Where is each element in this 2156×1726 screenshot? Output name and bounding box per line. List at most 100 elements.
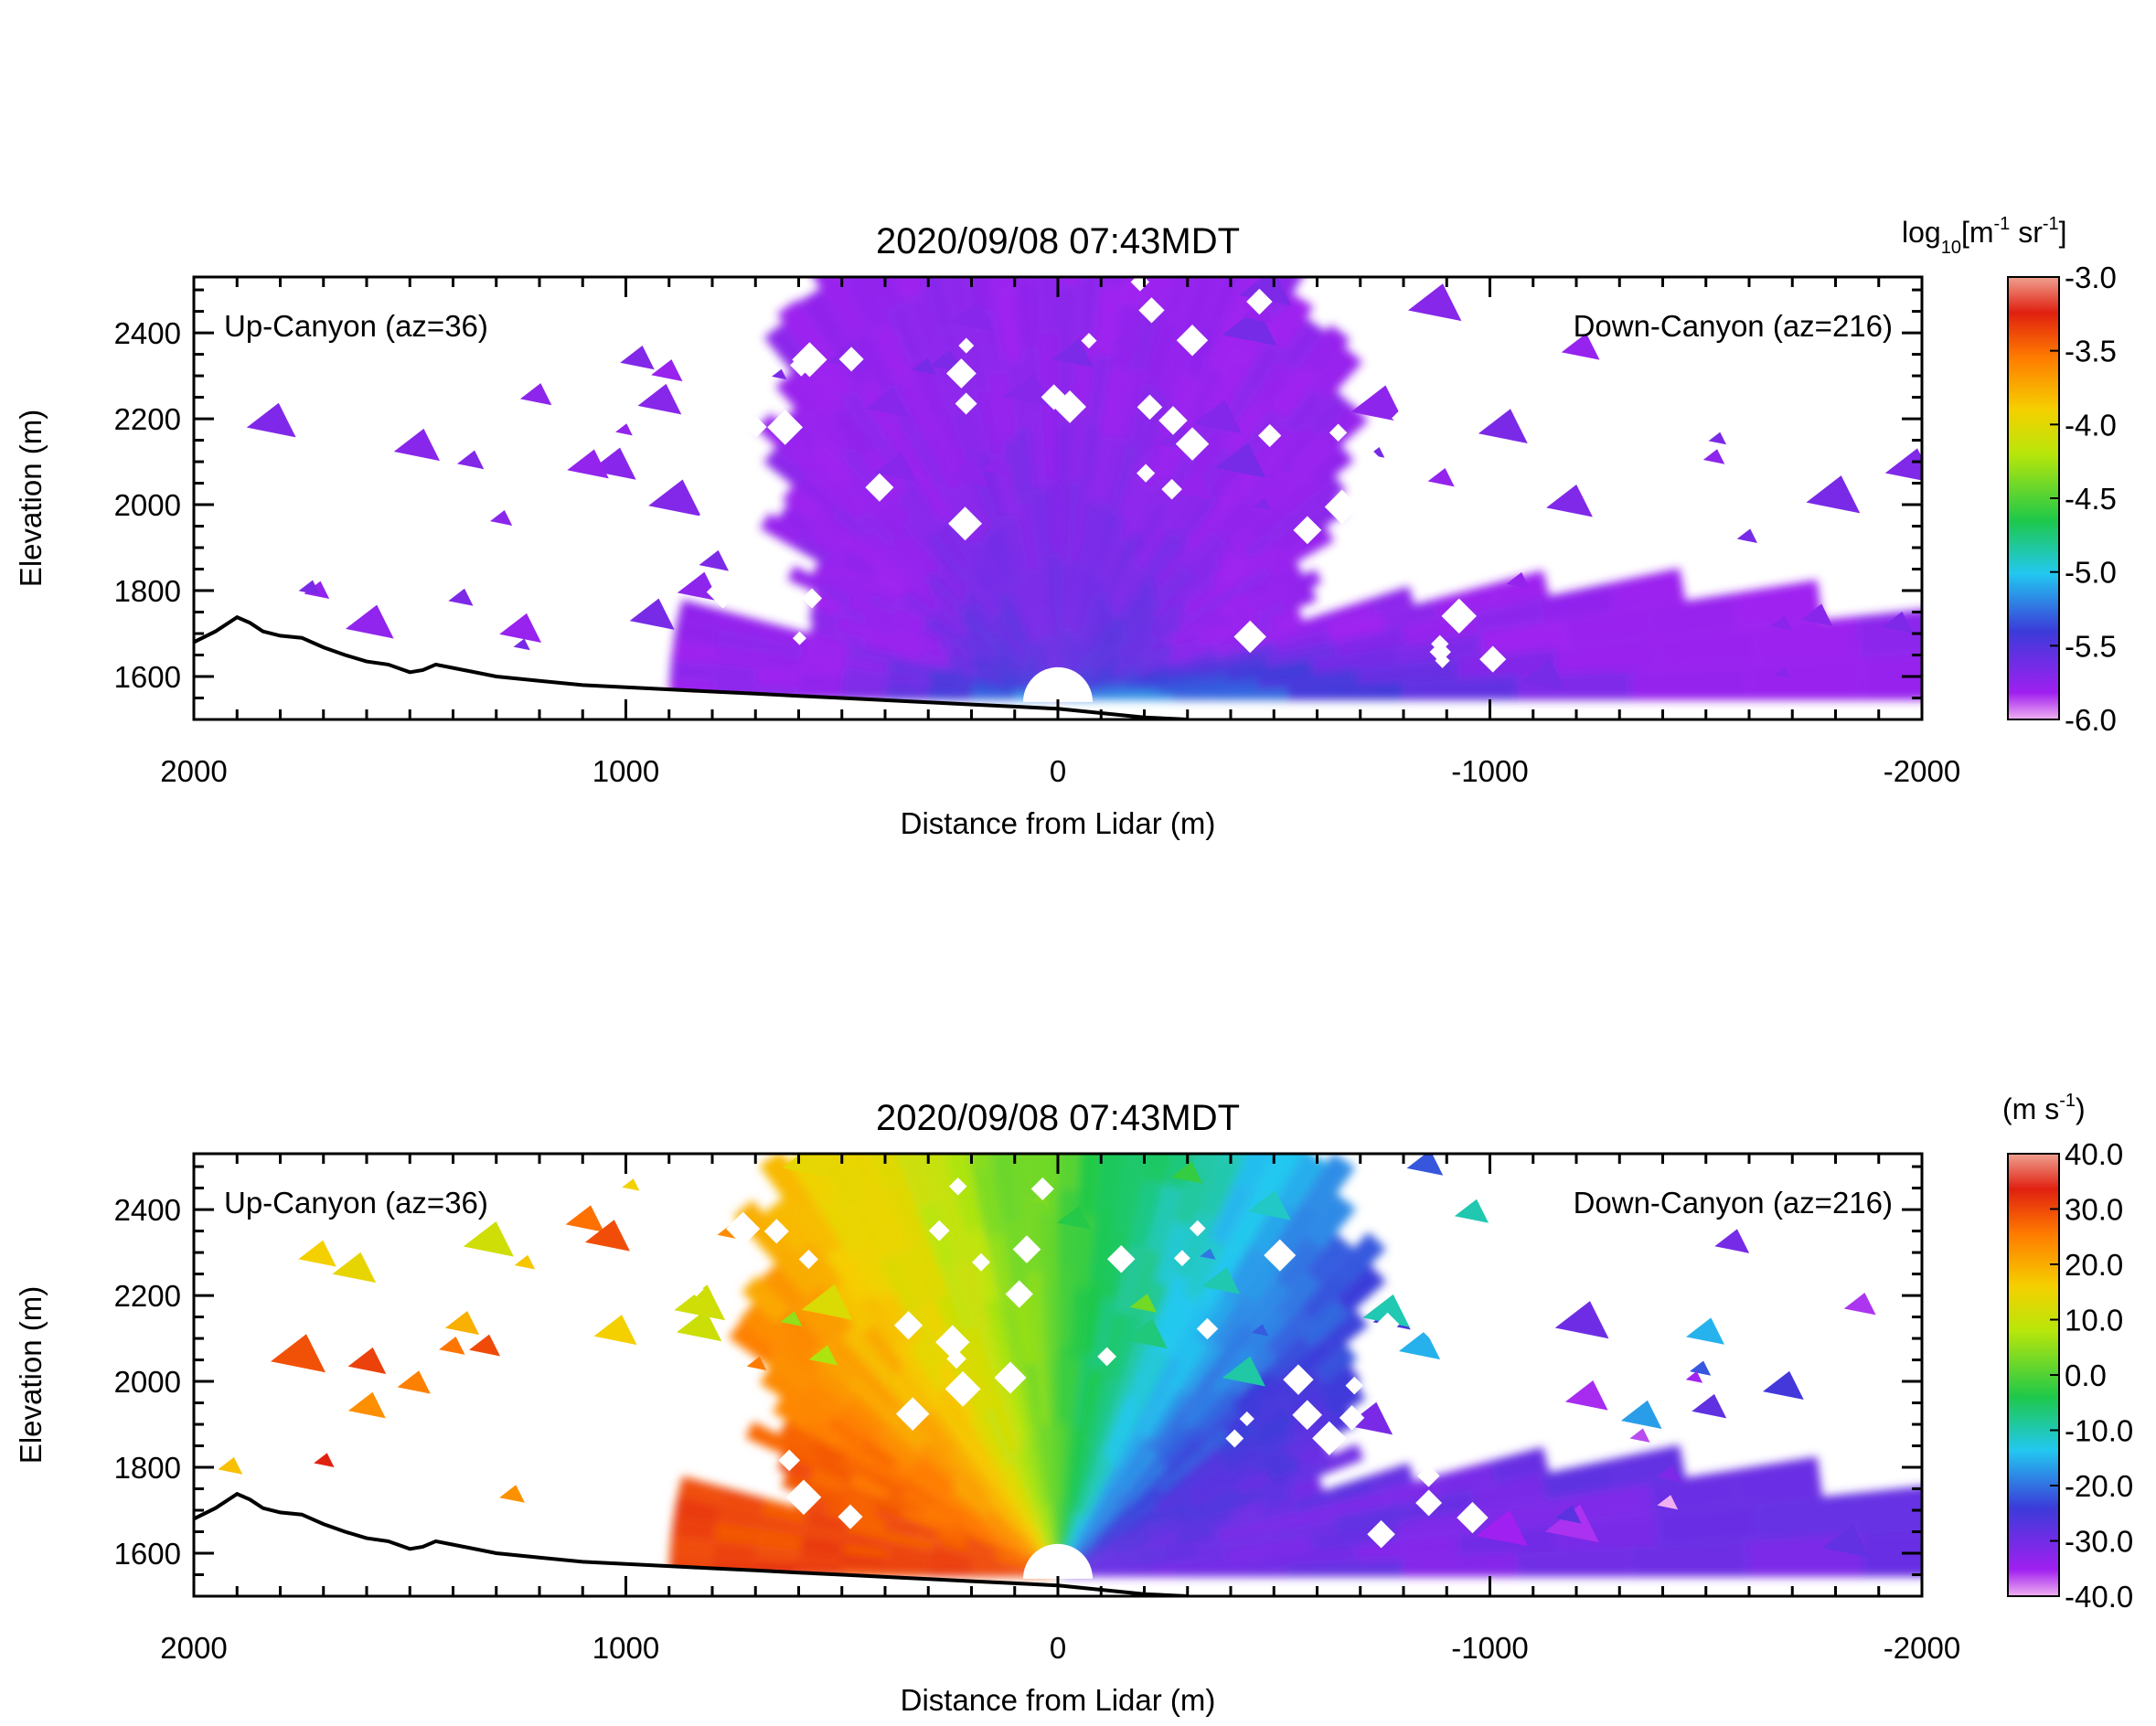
field-cell [1211,550,1251,584]
field-cell [861,531,902,568]
field-cell [1191,638,1222,656]
field-gap [1431,634,1449,653]
field-cell [958,637,994,662]
field-gap [655,1362,692,1400]
field-cell [947,652,977,669]
field-cell [1197,1154,1243,1221]
x-tick-label: -1000 [1451,1631,1528,1665]
field-cell [1291,611,1336,637]
field-gap [1417,1465,1440,1487]
field-cell [1084,996,1118,1071]
field-cell [671,639,717,665]
field-cell [1058,1422,1066,1500]
field-cell [1656,626,1759,669]
field-speck [567,449,609,479]
field-cell [992,616,1028,660]
field-cell [904,1518,938,1538]
field-cell [1091,1517,1127,1550]
field-cell [940,1263,977,1331]
field-cell [817,1195,866,1254]
field-cell [1240,338,1286,394]
field-cell [1062,1432,1073,1505]
field-cell [777,504,818,539]
field-cell [1133,1350,1170,1412]
field-cell [944,1154,969,1164]
field-cell [1155,1482,1193,1512]
field-cell [1402,676,1519,700]
field-cell [894,1366,936,1416]
field-cell [1283,587,1318,613]
field-cell [929,679,973,691]
field-cell [1235,1471,1272,1496]
field-gap [1329,423,1348,442]
field-cell [1243,1278,1290,1332]
field-cell [1756,1493,1859,1540]
field-cell [1081,1455,1111,1518]
field-cell [889,1531,934,1550]
field-speck [438,1336,465,1355]
field-cell [810,1363,856,1405]
y-tick-label: 1800 [114,1451,181,1485]
field-cell [958,1349,993,1411]
field-gap [1362,487,1388,513]
field-cell [1357,658,1458,685]
colorbar-tick-label: 30.0 [2065,1193,2123,1227]
field-cell [780,1438,821,1469]
field-gap [1339,1405,1365,1431]
field-cell [976,389,1006,455]
field-cell [988,1542,1024,1561]
field-cell [913,1409,956,1457]
field-cell [946,1157,984,1232]
field-cell [1091,1533,1126,1558]
field-speck [1708,432,1727,445]
field-cell [932,554,970,596]
field-cell [1226,612,1260,634]
field-cell [1087,661,1120,683]
colorbar-tick-label: 0.0 [2065,1358,2107,1392]
field-speck [514,1254,536,1270]
field-cell [811,1080,861,1145]
field-cell [1136,519,1172,570]
field-cell [1017,1450,1041,1515]
field-cell [1158,454,1196,509]
field-cell [1107,552,1141,605]
field-cell [864,638,895,656]
field-cell [887,664,932,680]
field-cell [1110,1314,1142,1383]
field-cell [1265,1455,1302,1483]
field-cell [1119,597,1157,635]
field-gap [745,416,767,438]
field-cell [1243,1032,1295,1103]
field-cell [966,1415,1003,1473]
field-cell [1035,277,1058,334]
field-cell [891,1339,935,1394]
field-cell [997,1469,1030,1525]
field-cell [1142,104,1183,176]
field-cell [796,364,845,419]
field-cell [843,533,881,567]
field-cell [1291,1487,1336,1514]
field-cell [1124,1487,1162,1521]
field-cell [997,1387,1024,1453]
field-cell [801,1377,848,1418]
field-cell [995,611,1030,657]
field-speck [1657,1495,1679,1510]
field-cell [1002,679,1031,691]
field-gap [972,1252,990,1272]
field-gap [1053,390,1086,423]
field-cell [947,1491,988,1524]
field-cell [1058,561,1065,632]
field-speck [218,1456,243,1475]
field-speck [593,1315,637,1346]
colorbar-ticks: -3.0 -3.5 -4.0 -4.5 -5.0 -5.5 -6.0 [2050,261,2117,737]
field-cell [1313,1343,1358,1384]
field-cell [1133,503,1169,558]
field-cell [846,1394,890,1434]
field-cell [842,277,849,280]
field-cell [1153,1473,1191,1505]
field-cell [958,472,993,533]
field-cell [869,277,905,310]
field-cell [804,1509,849,1532]
field-cell [1290,1458,1330,1486]
field-cell [1257,1545,1359,1567]
